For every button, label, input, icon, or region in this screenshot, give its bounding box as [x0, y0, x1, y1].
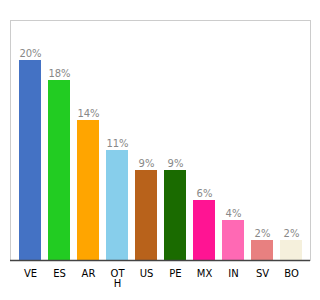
svg-text:ES: ES [53, 268, 66, 279]
svg-text:18%: 18% [48, 68, 70, 79]
svg-text:BO: BO [284, 268, 299, 279]
svg-text:2%: 2% [284, 228, 300, 239]
svg-text:OTH: OTH [111, 268, 126, 289]
svg-text:AR: AR [82, 268, 96, 279]
svg-text:SV: SV [256, 268, 269, 279]
svg-text:VE: VE [24, 268, 37, 279]
svg-text:4%: 4% [226, 208, 242, 219]
svg-text:14%: 14% [77, 108, 99, 119]
svg-text:9%: 9% [168, 158, 184, 169]
svg-text:20%: 20% [19, 48, 41, 59]
svg-text:9%: 9% [139, 158, 155, 169]
svg-text:MX: MX [197, 268, 213, 279]
svg-text:PE: PE [169, 268, 181, 279]
svg-text:11%: 11% [106, 138, 128, 149]
svg-text:6%: 6% [197, 188, 213, 199]
svg-text:US: US [140, 268, 154, 279]
svg-text:IN: IN [228, 268, 238, 279]
svg-text:2%: 2% [255, 228, 271, 239]
